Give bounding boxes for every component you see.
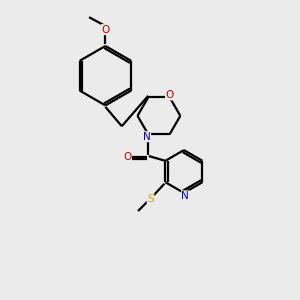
Text: O: O [101,25,110,34]
Text: N: N [143,132,151,142]
Text: S: S [147,194,154,204]
Text: O: O [166,90,174,100]
Text: O: O [123,152,131,162]
Text: N: N [182,191,189,201]
